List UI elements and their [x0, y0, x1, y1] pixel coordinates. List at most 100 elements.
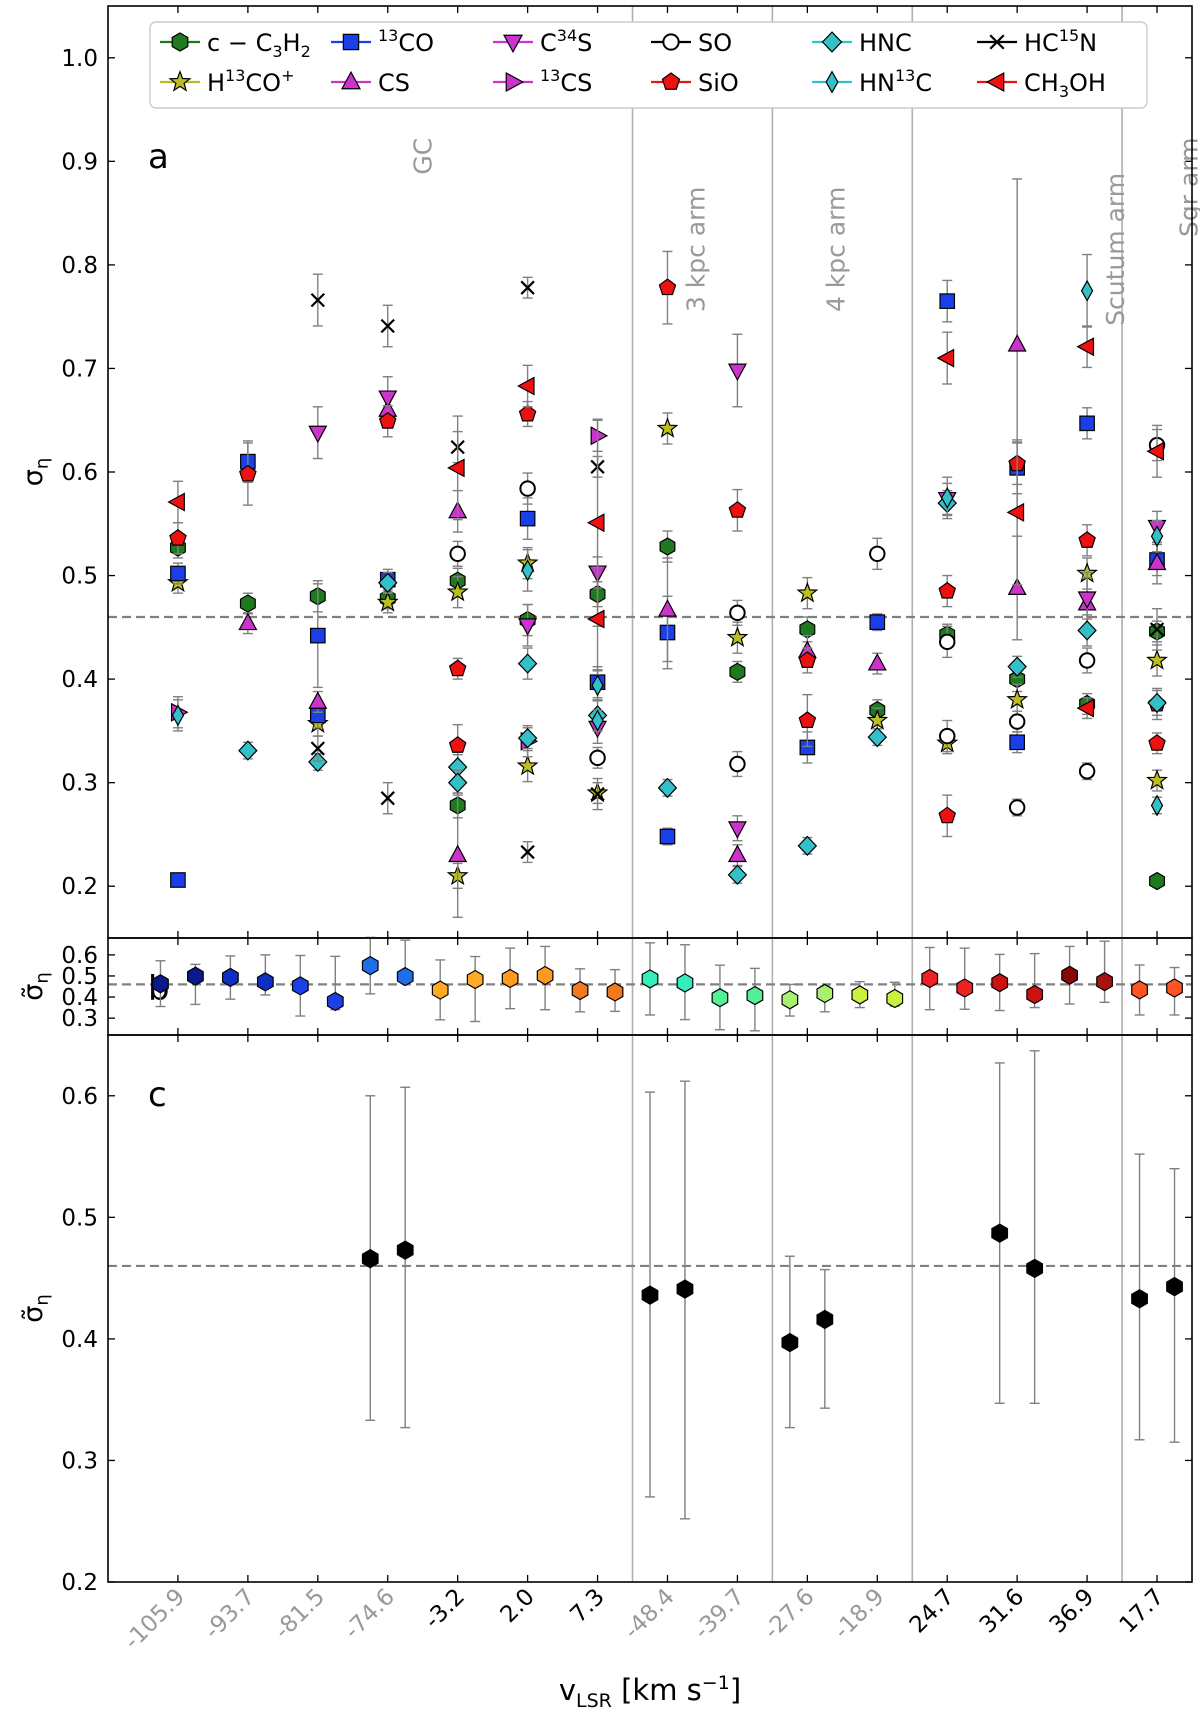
- data-point: [711, 987, 729, 1008]
- data-point-hnc: [867, 726, 888, 748]
- data-point-hnc: [517, 653, 538, 674]
- data-point-so: [519, 480, 536, 497]
- y-tick-label: 0.2: [61, 1570, 98, 1596]
- data-point-c3h2: [729, 662, 746, 682]
- region-label: Sgr arm: [1175, 137, 1200, 236]
- data-point-so: [1008, 713, 1026, 730]
- data-point-c3h2: [659, 537, 676, 556]
- data-point-hc15n: [380, 791, 395, 806]
- data-point: [291, 976, 309, 996]
- data-point-so: [449, 545, 466, 563]
- legend-marker: [985, 71, 1005, 93]
- data-point-13co: [1079, 415, 1095, 432]
- data-point: [1026, 1258, 1044, 1279]
- x-tick-label: -74.6: [340, 1584, 400, 1644]
- data-point: [606, 982, 624, 1002]
- x-tick-label: 7.3: [566, 1584, 610, 1628]
- legend-box: [149, 21, 1148, 109]
- data-point-h13cop: [1146, 648, 1168, 670]
- data-point: [501, 968, 519, 989]
- legend-marker: [342, 33, 360, 51]
- legend-marker: [171, 32, 189, 52]
- data-point-c34s: [518, 618, 538, 636]
- data-point-hc15n: [1149, 622, 1165, 637]
- y-tick-label: 0.5: [61, 1205, 98, 1231]
- x-tick-label: 17.7: [1115, 1584, 1170, 1639]
- data-point-h13cop: [1006, 688, 1029, 710]
- data-point-13co: [170, 565, 186, 582]
- data-point-ch3oh: [1006, 502, 1025, 522]
- data-point-hc15n: [590, 786, 605, 802]
- data-point: [361, 955, 379, 976]
- data-point: [746, 985, 764, 1006]
- data-point: [571, 980, 589, 1001]
- data-point-ch3oh: [167, 492, 185, 512]
- data-point-hc15n: [520, 280, 535, 295]
- panel-a: 0.2 0.3 0.4 0.5 0.6 0.7 0.8 0.9 1.0 a ση GC 3 kpc ar…: [18, 5, 1200, 939]
- data-point-sio: [938, 581, 957, 599]
- panel-b: 0.30.40.50.6bσ̃η: [18, 936, 1193, 1036]
- data-point-ch3oh: [517, 376, 535, 396]
- data-point-so: [939, 727, 956, 745]
- legend-label: c − C3H2: [207, 29, 311, 61]
- y-tick-label: 1.0: [61, 46, 98, 72]
- y-tick-label: 0.6: [61, 943, 98, 969]
- error-bar: [1099, 940, 1110, 1004]
- x-tick-label: -27.6: [759, 1584, 819, 1644]
- legend-marker: [168, 69, 192, 92]
- y-tick-label: 0.5: [61, 564, 98, 590]
- data-point-hnc: [308, 751, 328, 773]
- legend-marker: [502, 34, 524, 54]
- x-tick-label: 36.9: [1045, 1584, 1100, 1639]
- data-point-h13cop: [656, 417, 679, 438]
- legend-marker: [989, 34, 1005, 50]
- x-tick-label: 31.6: [975, 1584, 1030, 1639]
- y-axis-label: ση: [18, 458, 53, 487]
- legend-item-so: SO: [651, 29, 732, 57]
- data-point-h13cop: [446, 580, 469, 602]
- legend-item-c3h2: c − C3H2: [160, 29, 311, 61]
- data-point-hn13c: [1150, 525, 1164, 548]
- region-label: 3 kpc arm: [681, 187, 710, 312]
- y-axis-label: σ̃η: [18, 1294, 53, 1323]
- data-point: [816, 1309, 834, 1330]
- y-tick-label: 0.4: [61, 1327, 98, 1353]
- data-point-c34s: [727, 821, 747, 839]
- y-tick-label: 0.3: [61, 1448, 98, 1474]
- data-point: [1026, 984, 1044, 1005]
- data-point-ch3oh: [1076, 698, 1095, 718]
- legend-label: H13CO+: [207, 66, 294, 97]
- data-point-13cs: [590, 426, 609, 446]
- data-point-hc15n: [380, 318, 395, 334]
- data-point-hc15n: [310, 292, 325, 308]
- data-point-hnc: [377, 572, 398, 594]
- data-point: [1061, 965, 1079, 986]
- legend-label: CH3OH: [1024, 69, 1106, 101]
- data-point-sio: [1078, 531, 1096, 548]
- plot-frame: [107, 1034, 1193, 1583]
- data-point-hn13c: [591, 674, 604, 697]
- x-tick-label: -81.5: [270, 1584, 330, 1644]
- data-point-hc15n: [520, 844, 535, 860]
- region-label: GC: [409, 138, 438, 175]
- error-bar: [679, 1080, 690, 1520]
- data-point: [1166, 978, 1183, 998]
- data-point-cs: [657, 599, 677, 617]
- data-point: [396, 966, 414, 987]
- data-point-hn13c: [941, 486, 954, 509]
- data-point: [152, 974, 169, 994]
- data-point-c34s: [727, 363, 747, 382]
- data-point-sio: [448, 659, 467, 677]
- data-point-sio: [1148, 734, 1166, 751]
- data-point-hnc: [727, 864, 748, 886]
- data-point-hnc: [1077, 620, 1097, 641]
- data-point: [781, 1332, 799, 1353]
- x-tick-label: -93.7: [200, 1584, 260, 1644]
- data-point-c34s: [378, 390, 398, 409]
- panel-label: a: [148, 137, 169, 177]
- data-point: [187, 966, 204, 986]
- data-point: [676, 1279, 694, 1299]
- data-point-so: [1008, 799, 1026, 816]
- data-point-c34s: [308, 425, 328, 444]
- legend: c − C3H2 H13CO+ 13CO CS C34S 13CS SO SiO HNC HN13…: [149, 21, 1148, 109]
